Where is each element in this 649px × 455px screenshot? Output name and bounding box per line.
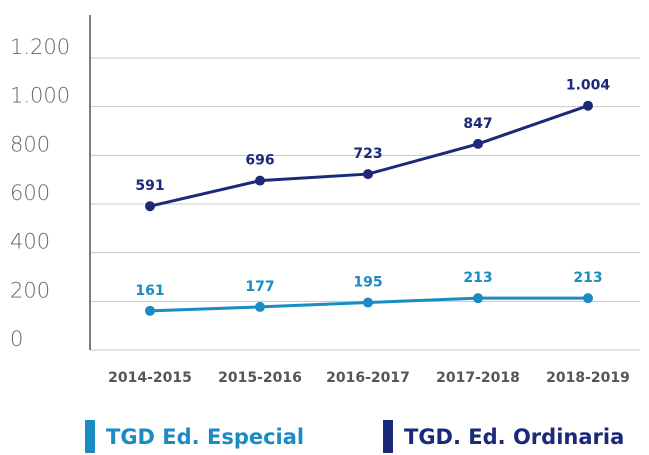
y-tick-label: 400 <box>10 230 50 254</box>
y-tick-label: 1.200 <box>10 35 70 59</box>
data-label: 213 <box>463 270 492 286</box>
point <box>255 175 265 186</box>
y-tick-label: 0 <box>10 327 23 351</box>
point <box>583 100 593 111</box>
point <box>255 301 265 312</box>
legend-label: TGD. Ed. Ordinaria <box>404 425 624 449</box>
x-tick-label: 2015-2016 <box>218 370 302 386</box>
point <box>145 305 155 316</box>
data-label: 1.004 <box>566 78 611 94</box>
point <box>145 201 155 212</box>
x-tick-label: 2014-2015 <box>108 370 192 386</box>
data-label: 696 <box>245 153 274 169</box>
y-tick-label: 1.000 <box>10 84 70 108</box>
point <box>473 293 483 304</box>
data-label: 195 <box>353 275 382 291</box>
data-label: 591 <box>135 178 164 194</box>
point <box>363 297 373 308</box>
data-label: 723 <box>353 146 382 162</box>
legend-swatch <box>85 420 95 453</box>
point <box>583 293 593 304</box>
x-tick-label: 2018-2019 <box>546 370 630 386</box>
data-label: 161 <box>135 283 164 299</box>
y-tick-label: 800 <box>10 132 50 156</box>
y-tick-label: 600 <box>10 181 50 205</box>
x-tick-label: 2016-2017 <box>326 370 410 386</box>
x-tick-label: 2017-2018 <box>436 370 520 386</box>
data-label: 213 <box>573 270 602 286</box>
data-label: 177 <box>245 279 274 295</box>
point <box>473 138 483 149</box>
y-tick-label: 200 <box>10 278 50 302</box>
legend-swatch <box>383 420 393 453</box>
legend-label: TGD Ed. Especial <box>106 425 304 449</box>
point <box>363 169 373 180</box>
data-label: 847 <box>463 116 492 132</box>
